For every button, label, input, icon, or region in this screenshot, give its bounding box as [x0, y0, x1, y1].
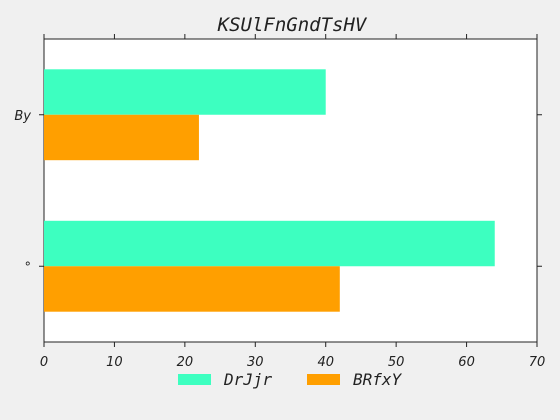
legend-label-DrJjr: DrJjr	[223, 370, 273, 389]
bar-DrJjr-1	[44, 220, 495, 267]
x-tick-label: 10	[106, 355, 123, 370]
legend-swatch-DrJjr	[178, 374, 211, 385]
bar-DrJjr-0	[44, 69, 326, 115]
bar-BRfxY-1	[44, 266, 340, 312]
chart-title: KSUlFnGndTsHV	[217, 14, 368, 36]
bar-BRfxY-0	[44, 114, 199, 161]
x-tick-label: 70	[529, 355, 546, 370]
y-tick-label: °	[25, 260, 32, 275]
x-tick-label: 50	[388, 355, 405, 370]
bars-group	[44, 69, 495, 312]
x-axis: 0 10 20 30 40 50 60 70	[40, 34, 545, 370]
x-tick-label: 60	[458, 355, 475, 370]
x-tick-label: 0	[40, 355, 48, 370]
x-tick-label: 30	[247, 355, 264, 370]
legend: DrJjr BRfxY	[178, 370, 403, 389]
y-tick-label: By	[14, 109, 31, 124]
x-tick-label: 40	[317, 355, 334, 370]
y-axis: By °	[14, 109, 542, 275]
legend-swatch-BRfxY	[307, 374, 340, 385]
x-tick-label: 20	[177, 355, 194, 370]
legend-label-BRfxY: BRfxY	[353, 370, 403, 389]
